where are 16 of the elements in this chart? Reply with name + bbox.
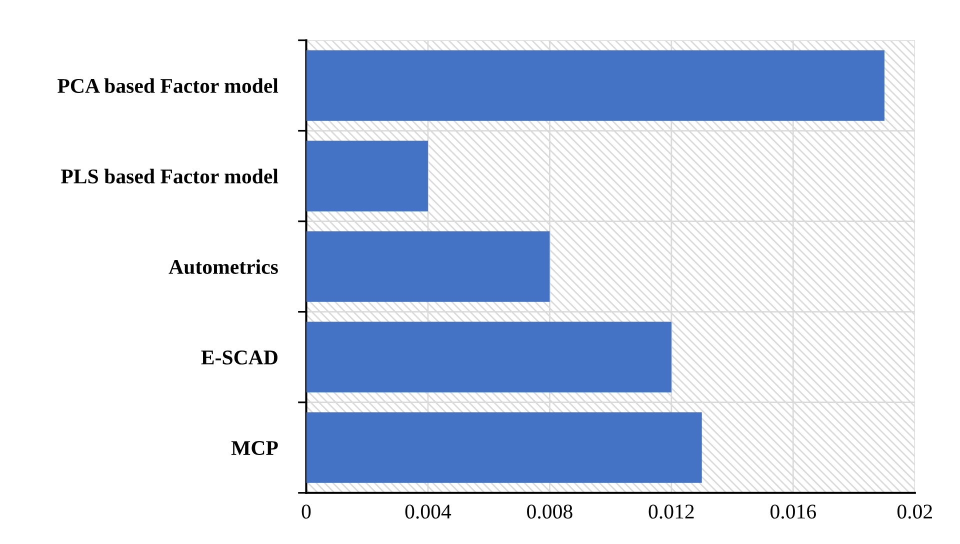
y-tick-label: E-SCAD: [201, 350, 278, 365]
bar: [306, 140, 428, 212]
y-tick-label: MCP: [231, 441, 278, 456]
y-tick-label: PLS based Factor model: [61, 168, 278, 184]
bar: [306, 412, 702, 483]
x-tick-label: 0.02: [897, 504, 932, 519]
y-tick-label: PCA based Factor model: [58, 78, 278, 93]
y-tick-label: Autometrics: [168, 259, 278, 274]
x-tick-label: 0.008: [527, 504, 572, 519]
bar: [306, 231, 550, 302]
x-tick-label: 0: [302, 504, 311, 519]
x-tick-label: 0.016: [770, 504, 816, 519]
bar: [306, 50, 884, 121]
x-tick-label: 0.012: [648, 504, 694, 519]
bar: [306, 322, 672, 392]
x-tick-label: 0.004: [405, 504, 452, 519]
